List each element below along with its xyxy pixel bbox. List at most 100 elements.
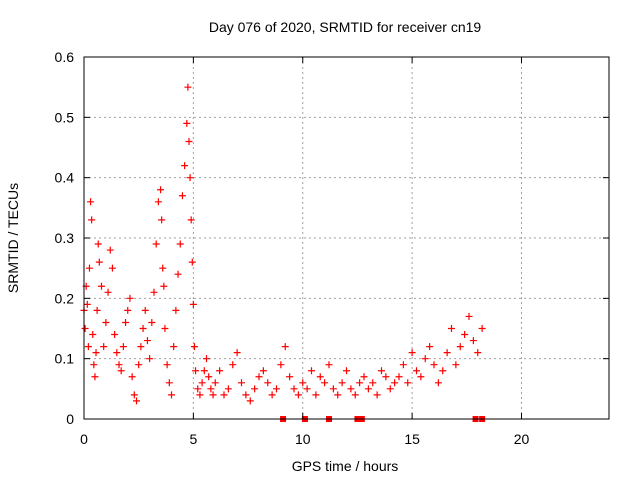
data-point [373, 391, 381, 399]
data-point [133, 397, 140, 405]
data-point [117, 367, 125, 375]
data-point [382, 373, 390, 381]
data-point [321, 379, 329, 387]
data-point [198, 379, 206, 387]
data-point [130, 391, 138, 399]
data-point [474, 349, 482, 357]
data-point [192, 367, 200, 375]
data-point [251, 385, 259, 393]
data-point [334, 391, 342, 399]
data-point [108, 264, 116, 272]
data-point [360, 373, 368, 381]
data-point [184, 83, 192, 91]
data-point [200, 367, 208, 375]
data-point [188, 258, 196, 266]
data-point [277, 361, 285, 369]
data-point [102, 318, 110, 326]
data-point [160, 282, 168, 290]
chart-title: Day 076 of 2020, SRMTID for receiver cn1… [209, 19, 482, 35]
data-point [399, 361, 407, 369]
data-point [456, 343, 464, 351]
data-point [312, 391, 320, 399]
data-point [172, 306, 180, 314]
data-point [122, 318, 130, 326]
data-point [181, 162, 189, 170]
data-point [238, 379, 245, 387]
data-point [146, 355, 154, 363]
data-point [170, 343, 178, 351]
data-point [286, 373, 294, 381]
data-point [150, 288, 158, 296]
data-point [316, 373, 324, 381]
data-point [139, 325, 147, 332]
data-point [113, 349, 121, 357]
x-tick-label: 15 [404, 431, 420, 447]
data-point [137, 343, 145, 351]
y-tick-label: 0.2 [55, 290, 75, 306]
y-tick-label: 0.3 [55, 230, 75, 246]
data-point [421, 355, 429, 363]
data-point [89, 331, 97, 339]
y-tick-label: 0.1 [55, 351, 75, 367]
data-point [90, 361, 98, 369]
data-point [205, 373, 213, 381]
data-point [338, 379, 346, 387]
data-point [443, 349, 451, 357]
data-point [93, 306, 101, 314]
data-point [290, 385, 298, 393]
data-point [246, 397, 254, 405]
y-axis-label: SRMTID / TECUs [5, 183, 21, 293]
data-point [83, 300, 91, 308]
data-point [273, 385, 280, 393]
data-point [194, 385, 202, 393]
data-point [417, 373, 425, 381]
data-point [356, 379, 364, 387]
data-point [178, 192, 186, 200]
data-point [115, 361, 123, 369]
data-point [159, 264, 167, 272]
data-point [220, 391, 228, 399]
data-point [119, 343, 127, 351]
data-point [148, 318, 156, 326]
data-point [165, 379, 173, 387]
data-point [104, 288, 112, 296]
data-point [404, 379, 412, 387]
data-point [448, 325, 455, 332]
data-points [80, 83, 486, 422]
data-point [185, 137, 193, 145]
data-point [128, 373, 136, 381]
data-point [229, 361, 237, 369]
data-point [391, 379, 399, 387]
data-point [281, 343, 289, 351]
data-point [84, 343, 92, 351]
data-point [161, 325, 169, 332]
data-point [461, 331, 469, 339]
data-point [268, 391, 276, 399]
data-point [207, 385, 215, 393]
data-point [325, 361, 333, 369]
x-axis-label: GPS time / hours [292, 458, 399, 474]
y-tick-label: 0.4 [55, 170, 75, 186]
data-point [196, 391, 204, 399]
data-point [469, 337, 477, 345]
data-point [351, 391, 359, 399]
data-point [91, 373, 99, 381]
data-point [190, 343, 198, 351]
data-point [211, 379, 219, 387]
data-point [299, 379, 307, 387]
data-point [329, 385, 337, 393]
data-point [439, 367, 447, 375]
data-point [135, 361, 143, 369]
x-tick-label: 10 [295, 431, 311, 447]
data-point [176, 240, 184, 248]
data-point [369, 379, 377, 387]
data-point [209, 391, 217, 399]
data-point [163, 361, 171, 369]
data-point [413, 367, 420, 375]
data-point [478, 325, 486, 332]
data-point [303, 385, 311, 393]
data-point [264, 379, 272, 387]
y-tick-label: 0.5 [55, 109, 75, 125]
data-point [141, 306, 149, 314]
